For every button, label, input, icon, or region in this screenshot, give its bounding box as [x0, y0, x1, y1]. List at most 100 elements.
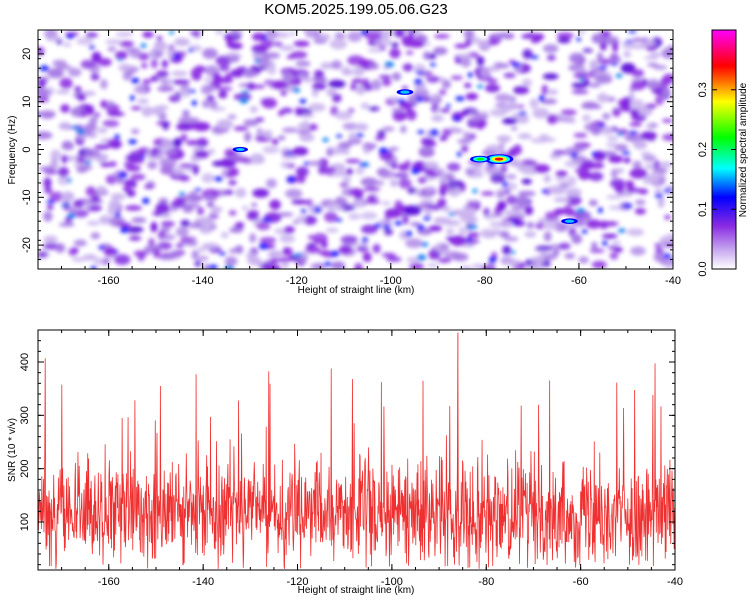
heatmap-cell — [58, 222, 75, 227]
heatmap-y-label: Frequency (Hz) — [7, 116, 18, 185]
heatmap-cell — [603, 221, 619, 226]
heatmap-cell — [381, 252, 397, 258]
heatmap-cell — [521, 160, 538, 166]
heatmap-cell — [631, 37, 644, 43]
heatmap-cell — [279, 45, 295, 51]
heatmap-cell — [192, 121, 211, 132]
y-tick-label: -10 — [21, 189, 33, 205]
heatmap-cell — [105, 39, 122, 45]
heatmap-cell — [363, 145, 370, 154]
heatmap-cell — [102, 257, 110, 266]
heatmap-cell — [424, 207, 432, 218]
heatmap-cell — [91, 195, 101, 203]
heatmap-cell — [438, 175, 448, 184]
heatmap-cell — [547, 89, 559, 95]
heatmap-cell — [434, 34, 450, 39]
heatmap-cell — [556, 32, 574, 39]
heatmap-cell — [198, 255, 209, 261]
heatmap-cell — [560, 109, 577, 116]
heatmap-cell — [452, 116, 461, 121]
heatmap-cell — [249, 233, 257, 243]
heatmap-cell — [142, 31, 154, 38]
heatmap-cell — [367, 48, 383, 53]
heatmap-cell — [400, 125, 407, 134]
heatmap-cell — [161, 213, 172, 218]
heatmap-cell — [598, 65, 608, 70]
heatmap-cell — [381, 78, 392, 86]
heatmap-cell — [621, 151, 631, 155]
heatmap-cell — [446, 162, 461, 172]
heatmap-cell — [241, 90, 250, 94]
heatmap-cell — [86, 220, 100, 226]
heatmap-cell — [67, 177, 72, 184]
heatmap-cell — [108, 199, 121, 211]
heatmap-cell — [354, 123, 369, 131]
heatmap-cell — [218, 90, 228, 99]
heatmap-cell — [654, 193, 664, 199]
heatmap-cell — [573, 71, 590, 80]
x-tick-label: -40 — [665, 275, 681, 287]
heatmap-cell — [143, 185, 154, 189]
heatmap-cell — [86, 204, 103, 212]
heatmap-cell — [202, 48, 218, 59]
heatmap-cell — [320, 62, 334, 70]
heatmap-cell — [431, 115, 444, 122]
heatmap-cell — [416, 96, 423, 102]
heatmap-cell — [425, 75, 440, 83]
heatmap-cell — [329, 38, 348, 50]
heatmap-cell — [394, 221, 403, 226]
heatmap-cell — [497, 200, 507, 212]
heatmap-cell — [258, 243, 269, 250]
heatmap-cell — [292, 87, 301, 93]
y-tick-label: 10 — [21, 96, 33, 108]
heatmap-cell — [252, 84, 266, 89]
heatmap-cell — [646, 81, 660, 90]
heatmap-cell — [355, 166, 365, 175]
y-tick-label: -20 — [21, 237, 33, 253]
heatmap-cell — [467, 117, 481, 123]
heatmap-cell — [57, 175, 69, 186]
heatmap-cell — [83, 201, 91, 209]
heatmap-cell — [115, 50, 128, 60]
heatmap-cell — [38, 78, 47, 86]
heatmap-peak — [564, 219, 575, 223]
heatmap-cell — [61, 191, 75, 202]
heatmap-cell — [46, 36, 62, 42]
heatmap-cell — [581, 159, 594, 168]
heatmap-cell — [338, 245, 353, 254]
heatmap-cell — [517, 133, 532, 140]
heatmap-cell — [157, 104, 169, 111]
heatmap-cell — [299, 99, 307, 104]
heatmap-cell — [541, 84, 548, 96]
heatmap-cell — [283, 69, 290, 80]
heatmap-cell — [558, 242, 571, 250]
heatmap-cell — [233, 156, 251, 163]
heatmap-cell — [157, 145, 174, 151]
heatmap-cell — [215, 55, 232, 67]
heatmap-cell — [38, 111, 41, 116]
x-tick-label: -160 — [98, 275, 120, 287]
heatmap-cell — [464, 83, 472, 88]
heatmap-cell — [194, 188, 202, 192]
heatmap-cell — [407, 187, 418, 195]
heatmap-cell — [408, 40, 425, 48]
heatmap-cell — [286, 176, 296, 183]
heatmap-cell — [166, 206, 179, 212]
heatmap-cell — [628, 30, 637, 34]
heatmap-cell — [441, 206, 452, 212]
heatmap-cell — [487, 78, 498, 84]
heatmap-cell — [361, 237, 369, 243]
heatmap-cell — [77, 157, 86, 164]
heatmap-cell — [190, 155, 198, 163]
heatmap-cell — [303, 30, 319, 35]
heatmap-cell — [342, 175, 352, 184]
heatmap-cell — [347, 55, 365, 66]
heatmap-cell — [496, 63, 510, 69]
heatmap-cell — [451, 236, 464, 246]
heatmap-cell — [88, 45, 95, 49]
heatmap-cell — [372, 243, 381, 254]
heatmap-cell — [386, 256, 402, 262]
heatmap-cell — [631, 80, 646, 91]
heatmap-cell — [663, 233, 673, 244]
heatmap-cell — [72, 199, 86, 208]
